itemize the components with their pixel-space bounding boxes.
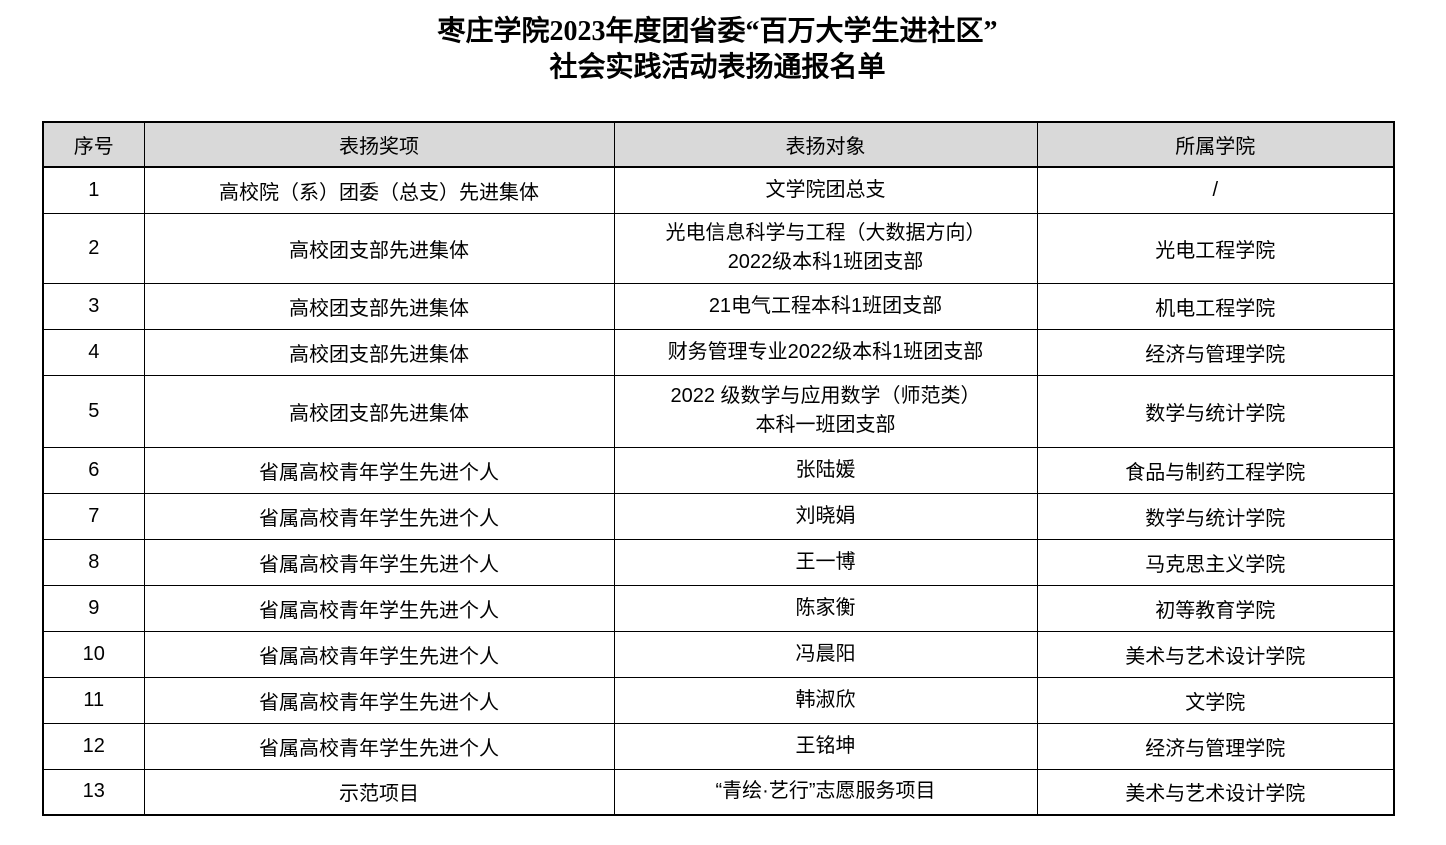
- cell-award: 示范项目: [143, 768, 615, 816]
- cell-college: /: [1036, 166, 1395, 214]
- cell-college: 食品与制药工程学院: [1036, 446, 1395, 494]
- page-title: 枣庄学院2023年度团省委“百万大学生进社区” 社会实践活动表扬通报名单: [0, 14, 1435, 86]
- cell-target: 刘晓娟: [613, 492, 1038, 540]
- table-row: 7 省属高校青年学生先进个人 刘晓娟 数学与统计学院: [42, 492, 1395, 540]
- table-row: 1 高校院（系）团委（总支）先进集体 文学院团总支 /: [42, 166, 1395, 214]
- table-header-row: 序号 表扬奖项 表扬对象 所属学院: [42, 121, 1395, 168]
- cell-award: 省属高校青年学生先进个人: [143, 676, 615, 724]
- cell-no: 11: [42, 676, 145, 724]
- table-row: 12 省属高校青年学生先进个人 王铭坤 经济与管理学院: [42, 722, 1395, 770]
- cell-college: 机电工程学院: [1036, 282, 1395, 330]
- cell-college: 马克思主义学院: [1036, 538, 1395, 586]
- cell-award: 省属高校青年学生先进个人: [143, 446, 615, 494]
- cell-college: 美术与艺术设计学院: [1036, 630, 1395, 678]
- cell-target: 2022 级数学与应用数学（师范类） 本科一班团支部: [613, 374, 1038, 448]
- cell-college: 经济与管理学院: [1036, 328, 1395, 376]
- cell-award: 省属高校青年学生先进个人: [143, 584, 615, 632]
- cell-no: 4: [42, 328, 145, 376]
- cell-target: 光电信息科学与工程（大数据方向） 2022级本科1班团支部: [613, 212, 1038, 284]
- cell-college: 初等教育学院: [1036, 584, 1395, 632]
- cell-award: 省属高校青年学生先进个人: [143, 722, 615, 770]
- cell-no: 2: [42, 212, 145, 284]
- table-row: 2 高校团支部先进集体 光电信息科学与工程（大数据方向） 2022级本科1班团支…: [42, 212, 1395, 284]
- cell-no: 1: [42, 166, 145, 214]
- cell-no: 12: [42, 722, 145, 770]
- table-header: 序号 表扬奖项 表扬对象 所属学院: [42, 121, 1395, 168]
- header-cell-college: 所属学院: [1036, 121, 1395, 168]
- cell-college: 文学院: [1036, 676, 1395, 724]
- cell-award: 高校团支部先进集体: [143, 282, 615, 330]
- cell-award: 省属高校青年学生先进个人: [143, 492, 615, 540]
- page-title-line2: 社会实践活动表扬通报名单: [549, 52, 886, 83]
- cell-no: 8: [42, 538, 145, 586]
- page-title-line1: 枣庄学院2023年度团省委“百万大学生进社区”: [437, 16, 998, 47]
- cell-no: 6: [42, 446, 145, 494]
- cell-award: 高校团支部先进集体: [143, 328, 615, 376]
- cell-target: 张陆媛: [613, 446, 1038, 494]
- cell-target: 财务管理专业2022级本科1班团支部: [613, 328, 1038, 376]
- table-row: 6 省属高校青年学生先进个人 张陆媛 食品与制药工程学院: [42, 446, 1395, 494]
- cell-college: 美术与艺术设计学院: [1036, 768, 1395, 816]
- cell-target: 韩淑欣: [613, 676, 1038, 724]
- cell-college: 数学与统计学院: [1036, 374, 1395, 448]
- cell-target: 冯晨阳: [613, 630, 1038, 678]
- table-row: 13 示范项目 “青绘·艺行”志愿服务项目 美术与艺术设计学院: [42, 768, 1395, 816]
- cell-award: 高校院（系）团委（总支）先进集体: [143, 166, 615, 214]
- table-row: 3 高校团支部先进集体 21电气工程本科1班团支部 机电工程学院: [42, 282, 1395, 330]
- cell-no: 7: [42, 492, 145, 540]
- cell-target: 文学院团总支: [613, 166, 1038, 214]
- cell-award: 高校团支部先进集体: [143, 374, 615, 448]
- header-cell-target: 表扬对象: [613, 121, 1038, 168]
- cell-target: 王铭坤: [613, 722, 1038, 770]
- cell-college: 光电工程学院: [1036, 212, 1395, 284]
- cell-target: 王一博: [613, 538, 1038, 586]
- header-cell-no: 序号: [42, 121, 145, 168]
- table-row: 9 省属高校青年学生先进个人 陈家衡 初等教育学院: [42, 584, 1395, 632]
- cell-no: 10: [42, 630, 145, 678]
- cell-target: “青绘·艺行”志愿服务项目: [613, 768, 1038, 816]
- cell-award: 省属高校青年学生先进个人: [143, 538, 615, 586]
- cell-award: 省属高校青年学生先进个人: [143, 630, 615, 678]
- table-row: 10 省属高校青年学生先进个人 冯晨阳 美术与艺术设计学院: [42, 630, 1395, 678]
- table-row: 5 高校团支部先进集体 2022 级数学与应用数学（师范类） 本科一班团支部 数…: [42, 374, 1395, 448]
- table-body: 1 高校院（系）团委（总支）先进集体 文学院团总支 / 2 高校团支部先进集体 …: [42, 166, 1395, 816]
- cell-no: 3: [42, 282, 145, 330]
- cell-college: 经济与管理学院: [1036, 722, 1395, 770]
- cell-college: 数学与统计学院: [1036, 492, 1395, 540]
- cell-no: 5: [42, 374, 145, 448]
- cell-award: 高校团支部先进集体: [143, 212, 615, 284]
- commendation-table: 序号 表扬奖项 表扬对象 所属学院 1 高校院（系）团委（总支）先进集体 文学院…: [42, 121, 1395, 816]
- cell-target: 陈家衡: [613, 584, 1038, 632]
- table-row: 11 省属高校青年学生先进个人 韩淑欣 文学院: [42, 676, 1395, 724]
- table-row: 8 省属高校青年学生先进个人 王一博 马克思主义学院: [42, 538, 1395, 586]
- cell-no: 13: [42, 768, 145, 816]
- cell-no: 9: [42, 584, 145, 632]
- cell-target: 21电气工程本科1班团支部: [613, 282, 1038, 330]
- header-cell-award: 表扬奖项: [143, 121, 615, 168]
- table-row: 4 高校团支部先进集体 财务管理专业2022级本科1班团支部 经济与管理学院: [42, 328, 1395, 376]
